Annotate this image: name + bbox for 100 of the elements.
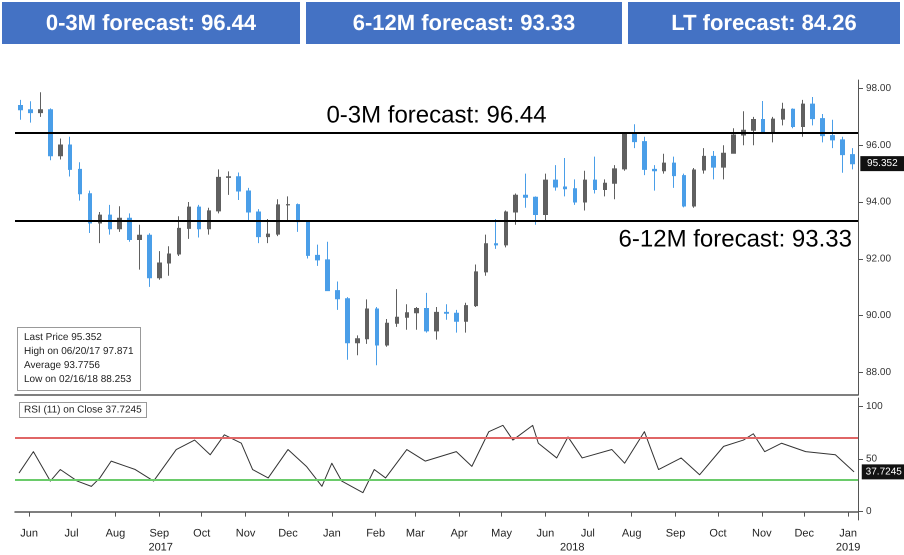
y-tick-label: 0 — [866, 506, 872, 518]
annotation: Average 93.7756 — [24, 359, 101, 373]
candlestick — [434, 306, 439, 340]
candlestick — [810, 96, 815, 126]
candlestick — [474, 264, 478, 308]
candlestick — [315, 244, 320, 266]
candlestick — [444, 304, 449, 320]
candlestick — [306, 220, 310, 259]
candlestick — [751, 116, 756, 146]
candlestick — [58, 138, 63, 160]
ref-line-label: 6-12M forecast: 93.33 — [618, 226, 852, 253]
candlestick — [850, 148, 855, 170]
candlestick — [207, 207, 211, 236]
candlestick — [603, 178, 607, 197]
candlestick — [840, 136, 845, 174]
candlestick — [702, 148, 706, 174]
candlestick — [216, 168, 221, 214]
candlestick — [197, 204, 201, 238]
y-tick-label: 100 — [866, 400, 884, 412]
candlestick — [137, 224, 142, 270]
candlestick — [424, 292, 429, 334]
candlestick — [771, 116, 775, 143]
x-tick-label: Sep — [666, 528, 686, 540]
candlestick — [504, 210, 508, 248]
text: 6-12M forecast: 93.33 — [306, 2, 622, 44]
candlestick — [177, 216, 181, 256]
candlestick — [296, 202, 300, 232]
candlestick — [494, 218, 498, 250]
annotation: Low on 02/16/18 88.253 — [24, 373, 132, 387]
candlestick — [583, 170, 587, 212]
candlestick — [513, 193, 518, 226]
x-tick-label: Jan — [839, 528, 857, 540]
line-series — [18, 424, 854, 494]
text: 0-3M forecast: 96.44 — [2, 2, 300, 44]
x-tick-label: Nov — [752, 528, 772, 540]
candlestick — [38, 92, 43, 118]
ref-line-label: 0-3M forecast: 96.44 — [326, 101, 547, 128]
x-tick-label: Jun — [536, 528, 554, 540]
candlestick — [375, 306, 379, 366]
annotation: Last Price 95.352 — [24, 331, 103, 345]
x2-tick-label: 2018 — [560, 542, 585, 554]
y-tick-label: 90.00 — [866, 310, 892, 322]
candlestick — [68, 136, 72, 177]
candlestick — [791, 108, 795, 129]
candlestick — [731, 128, 736, 154]
candlestick — [226, 170, 231, 196]
candlestick — [414, 306, 419, 330]
candlestick — [157, 250, 162, 280]
candlestick — [78, 162, 82, 202]
candlestick — [801, 99, 805, 138]
candlestick — [553, 164, 558, 192]
candlestick — [632, 124, 637, 149]
candlestick — [365, 298, 369, 344]
candlestick — [622, 133, 627, 172]
candlestick — [286, 196, 290, 222]
candlestick — [127, 212, 132, 242]
candlestick — [325, 241, 330, 292]
annotation: 95.352 — [867, 158, 898, 170]
x-tick-label: Mar — [406, 528, 426, 540]
candlestick — [395, 288, 399, 328]
x-tick-label: Jul — [64, 528, 79, 540]
candlestick — [484, 234, 488, 276]
y-tick-label: 50 — [866, 454, 878, 464]
x-tick-label: Jul — [580, 528, 595, 540]
x2-tick-label: 2019 — [836, 542, 860, 554]
x-tick-label: Oct — [193, 528, 210, 540]
annotation: High on 06/20/17 97.871 — [24, 345, 134, 359]
candlestick — [246, 187, 251, 221]
candlestick — [167, 246, 171, 276]
x-tick-label: May — [491, 528, 512, 540]
candlestick — [345, 296, 350, 360]
candlestick — [18, 99, 23, 120]
x-tick-label: Jan — [322, 528, 341, 540]
x-tick-label: Dec — [794, 528, 815, 540]
candlestick — [464, 302, 468, 334]
candlestick — [820, 114, 825, 143]
y-tick-label: 96.00 — [866, 140, 892, 151]
candlestick — [563, 158, 567, 197]
candlestick — [523, 173, 528, 208]
candlestick — [543, 173, 548, 221]
x2-tick-label: 2017 — [148, 542, 173, 554]
x-tick-label: Aug — [622, 528, 642, 540]
candlestick — [573, 178, 577, 206]
y-tick-label: 92.00 — [866, 253, 892, 264]
text: RSI (11) on Close 37.7245 — [24, 404, 142, 416]
x-tick-label: Aug — [106, 528, 126, 540]
y-tick-label: 98.00 — [866, 83, 892, 94]
x-tick-label: Nov — [236, 528, 256, 540]
candlestick — [335, 280, 340, 310]
candlestick — [355, 334, 360, 356]
candlestick — [385, 318, 389, 348]
candlestick — [276, 198, 280, 237]
candlestick — [711, 150, 716, 180]
x-tick-label: Feb — [366, 528, 386, 540]
candlestick — [533, 196, 538, 226]
candlestick — [266, 218, 270, 244]
candlestick — [88, 190, 92, 234]
candlestick — [256, 208, 261, 244]
x-tick-label: Oct — [709, 528, 727, 540]
x-tick-label: Sep — [149, 528, 170, 540]
